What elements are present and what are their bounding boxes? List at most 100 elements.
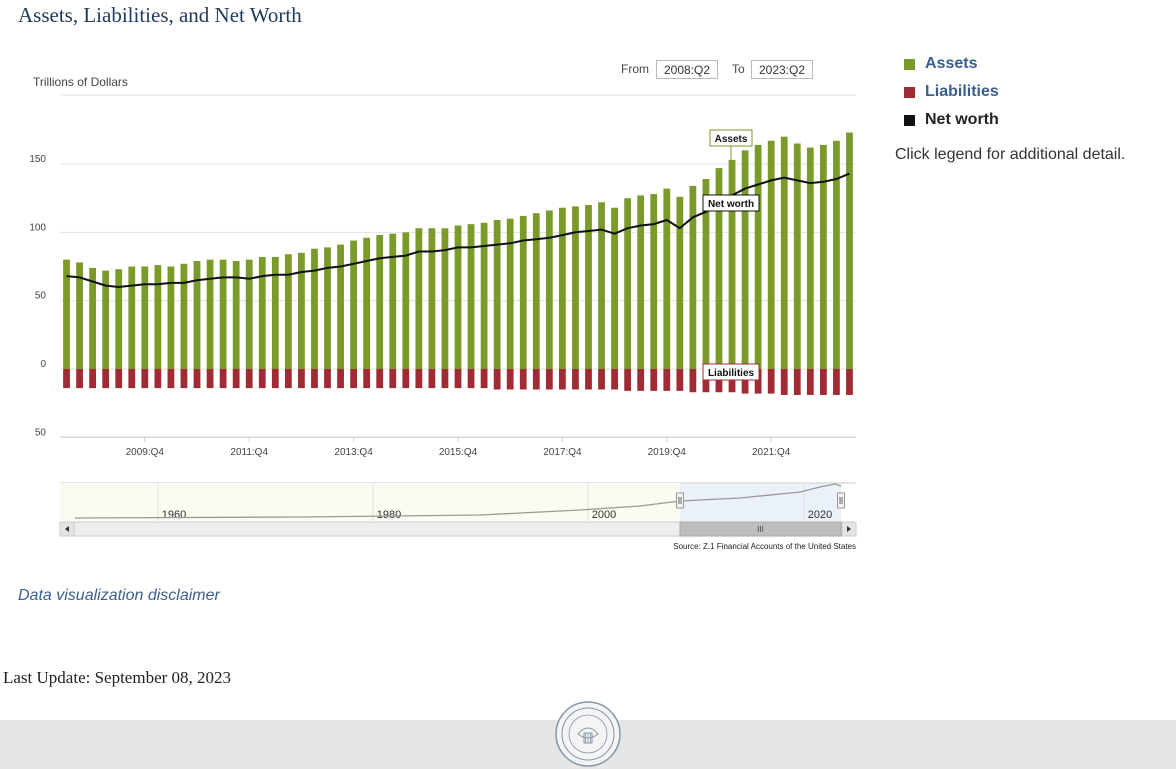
x-tick-label: 2009:Q4 xyxy=(126,447,165,458)
assets-bar xyxy=(793,143,801,369)
navigator-selection xyxy=(680,483,841,521)
navigator-handle[interactable] xyxy=(676,492,684,509)
liabilities-bar xyxy=(545,369,553,390)
legend-item-assets[interactable]: Assets xyxy=(904,50,999,78)
liabilities-bar xyxy=(76,369,83,389)
net-worth-callout-box xyxy=(702,194,760,212)
assets-callout-box xyxy=(709,129,753,147)
legend-swatch-liabilities xyxy=(904,86,915,98)
last-update: Last Update: September 08, 2023 xyxy=(3,668,232,687)
assets-bar xyxy=(180,263,188,369)
legend: Assets Liabilities Net worth xyxy=(904,50,999,134)
assets-bar xyxy=(363,237,371,369)
legend-item-net-worth[interactable]: Net worth xyxy=(904,106,999,134)
liabilities-bar xyxy=(415,369,423,389)
liabilities-bar xyxy=(689,369,697,393)
liabilities-bar xyxy=(441,369,449,389)
assets-bar xyxy=(545,210,553,369)
assets-bar xyxy=(324,247,331,369)
assets-bar xyxy=(506,218,514,369)
assets-bar xyxy=(572,206,579,369)
assets-bar xyxy=(402,232,410,369)
disclaimer-link[interactable]: Data visualization disclaimer xyxy=(18,587,220,604)
liabilities-callout-box xyxy=(702,363,760,381)
assets-bar xyxy=(63,259,70,369)
liabilities-bar xyxy=(402,369,410,389)
assets-bar xyxy=(219,259,227,369)
assets-bar xyxy=(519,215,527,369)
navigator-year-label: 1960 xyxy=(162,509,186,521)
y-tick-label: 150 xyxy=(29,154,46,165)
assets-bar xyxy=(598,202,605,369)
x-tick-label: 2017:Q4 xyxy=(543,447,582,458)
liabilities-bar xyxy=(611,369,618,390)
liabilities-bar xyxy=(767,369,775,394)
liabilities-bar xyxy=(271,369,279,389)
assets-bar xyxy=(532,213,540,369)
liabilities-bar xyxy=(232,369,240,389)
liabilities-bar xyxy=(102,369,110,389)
legend-swatch-assets xyxy=(904,58,915,70)
range-from-input[interactable]: 2008:Q2 xyxy=(656,60,718,79)
assets-bar xyxy=(780,136,788,369)
y-axis-title: Trillions of Dollars xyxy=(33,75,128,89)
assets-bar xyxy=(76,262,83,369)
y-tick-label: 50 xyxy=(35,291,47,302)
assets-bar xyxy=(428,228,436,369)
assets-bar xyxy=(141,266,149,369)
liabilities-bar xyxy=(637,369,645,391)
assets-bar xyxy=(102,270,110,369)
liabilities-bar xyxy=(819,369,827,395)
liabilities-bar xyxy=(337,369,344,389)
assets-bar xyxy=(89,267,97,369)
liabilities-bar xyxy=(585,369,592,390)
assets-bar xyxy=(806,147,814,369)
assets-bar xyxy=(376,235,384,369)
assets-bar xyxy=(767,140,775,369)
assets-bar xyxy=(715,168,723,369)
assets-bar xyxy=(311,248,318,369)
liabilities-bar xyxy=(519,369,527,390)
liabilities-bar xyxy=(846,369,853,395)
liabilities-bar xyxy=(115,369,123,389)
assets-bar xyxy=(441,228,449,369)
legend-label-liabilities: Liabilities xyxy=(925,83,999,100)
assets-bar xyxy=(128,266,136,369)
liabilities-bar xyxy=(676,369,684,391)
assets-bar xyxy=(115,269,123,369)
liabilities-bar xyxy=(428,369,436,389)
liabilities-bar xyxy=(833,369,840,395)
x-tick-label: 2013:Q4 xyxy=(334,447,373,458)
page-title: Assets, Liabilities, and Net Worth xyxy=(18,3,302,27)
liabilities-bar xyxy=(715,369,723,393)
assets-bar xyxy=(754,144,762,369)
navigator-handle[interactable] xyxy=(837,492,845,509)
liabilities-bar xyxy=(780,369,788,395)
liabilities-bar xyxy=(389,369,397,389)
assets-bar xyxy=(637,195,645,369)
liabilities-bar xyxy=(350,369,357,389)
legend-swatch-net-worth xyxy=(904,114,915,126)
net-worth-callout-text: Net worth xyxy=(708,199,754,210)
range-to-label: To xyxy=(732,62,745,76)
liabilities-bar xyxy=(506,369,514,390)
assets-bar xyxy=(454,225,462,369)
assets-bar xyxy=(193,261,201,369)
liabilities-bar xyxy=(572,369,579,390)
assets-bar xyxy=(846,132,853,369)
legend-item-liabilities[interactable]: Liabilities xyxy=(904,78,999,106)
range-to-input[interactable]: 2023:Q2 xyxy=(751,60,813,79)
liabilities-bar xyxy=(219,369,227,389)
liabilities-bar xyxy=(128,369,136,389)
assets-bar xyxy=(493,220,501,369)
scroll-right-arrow-icon xyxy=(847,526,851,532)
navigator-year-label: 2000 xyxy=(592,509,616,521)
liabilities-bar xyxy=(324,369,331,389)
chart-svg: 150 100 50 0 50 2009:Q4 2011:Q4 2013:Q4 2015:Q4 2… xyxy=(29,94,857,551)
assets-bar xyxy=(389,233,397,369)
assets-bar xyxy=(611,207,618,369)
assets-bar xyxy=(819,144,827,369)
assets-bar xyxy=(284,254,292,369)
liabilities-bar xyxy=(141,369,149,389)
scrollbar-thumb[interactable] xyxy=(679,521,842,537)
